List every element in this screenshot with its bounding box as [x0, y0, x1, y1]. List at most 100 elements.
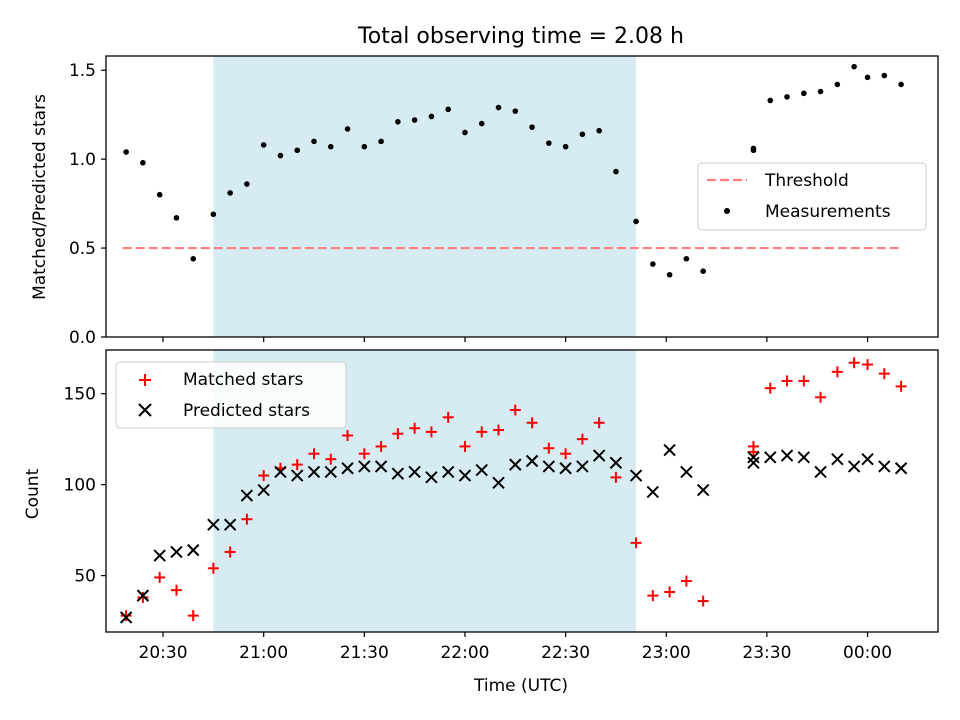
matched-star-point	[409, 422, 421, 434]
measurement-point	[881, 72, 888, 79]
measurement-point	[260, 142, 267, 148]
x-axis-label: Time (UTC)	[473, 676, 568, 696]
top-shaded-region	[213, 56, 637, 337]
predicted-star-point	[509, 458, 522, 471]
matched-star-point	[576, 433, 588, 445]
x-tick-label: 00:00	[843, 643, 892, 663]
matched-star-point	[630, 537, 642, 549]
matched-star-point	[610, 471, 622, 483]
measurement-point	[428, 113, 435, 120]
top-legend-box	[697, 162, 927, 231]
y-tick-label: 1.5	[69, 61, 96, 81]
measurement-point	[864, 74, 871, 81]
predicted-star-point	[170, 545, 183, 559]
predicted-star-point	[408, 465, 421, 479]
top-panel: 0.0 0.5 1.0 1.5 Matched/Predicted stars Thr…	[30, 55, 939, 348]
predicted-star-point	[257, 483, 270, 497]
matched-star-point	[697, 595, 709, 607]
matched-star-point	[493, 424, 505, 436]
top-legend: Threshold Measurements	[697, 162, 927, 231]
measurement-point	[784, 94, 790, 100]
y-tick-label: 1.0	[69, 150, 96, 170]
x-tick-label: 23:30	[742, 643, 791, 663]
predicted-star-point	[525, 454, 539, 468]
top-plot-frame	[105, 55, 939, 338]
predicted-star-point	[207, 518, 220, 531]
matched-star-point	[560, 448, 572, 460]
measurement-point	[613, 168, 619, 175]
measurement-point	[633, 218, 639, 225]
predicted-star-point	[441, 465, 455, 479]
matched-star-point	[224, 546, 236, 558]
measurement-point	[411, 117, 418, 123]
measurement-point	[579, 131, 586, 138]
matched-star-point	[878, 368, 890, 380]
measurement-point	[190, 255, 197, 262]
predicted-star-point	[559, 462, 572, 475]
measurement-point	[361, 143, 368, 150]
chart-title: Total observing time = 2.08 h	[357, 24, 684, 49]
matched-star-point	[798, 375, 810, 387]
predicted-star-point	[831, 452, 844, 466]
matched-star-point	[308, 448, 320, 460]
matched-star-point	[291, 459, 303, 471]
predicted-star-point	[307, 465, 321, 479]
measurement-point	[834, 81, 841, 88]
predicted-star-point	[425, 471, 438, 484]
measurement-point	[156, 191, 163, 198]
matched-star-point	[831, 366, 843, 378]
matched-star-point	[258, 470, 270, 482]
predicted-star-point	[629, 469, 643, 482]
matched-star-point	[680, 575, 692, 587]
matched-star-point	[325, 453, 337, 465]
predicted-star-point	[847, 460, 861, 473]
measurement-point	[277, 152, 284, 159]
predicted-star-point	[780, 449, 794, 462]
top-y-axis-label: Matched/Predicted stars	[30, 94, 50, 300]
matched-stars-points	[120, 357, 907, 622]
top-x-axis-ticks	[162, 337, 869, 342]
matched-star-point	[425, 426, 437, 438]
measurement-point	[395, 119, 401, 125]
predicted-star-point	[324, 465, 337, 479]
measurement-point	[173, 215, 180, 221]
legend-matched-swatch	[139, 374, 151, 386]
measurement-point	[495, 104, 502, 111]
legend-measurements-label: Measurements	[765, 202, 891, 222]
matched-star-point	[358, 448, 370, 460]
measurement-point	[666, 271, 673, 278]
predicted-star-point	[136, 589, 150, 602]
predicted-star-point	[187, 543, 200, 557]
x-tick-label: 21:00	[239, 643, 288, 663]
matched-star-point	[187, 610, 199, 622]
y-tick-label: 100	[64, 476, 96, 496]
top-y-axis-ticks: 0.0 0.5 1.0 1.5	[69, 61, 106, 348]
matched-star-point	[137, 591, 149, 603]
predicted-star-point	[814, 465, 827, 479]
matched-star-point	[241, 513, 253, 525]
matched-star-point	[120, 610, 132, 622]
x-tick-label: 20:30	[139, 643, 188, 663]
predicted-star-point	[576, 460, 589, 473]
x-tick-label: 21:30	[340, 643, 389, 663]
bottom-y-axis-label: Count	[23, 468, 43, 519]
predicted-star-point	[663, 443, 676, 457]
predicted-star-point	[878, 460, 891, 473]
legend-threshold-label: Threshold	[764, 171, 849, 191]
predicted-star-point	[240, 489, 254, 502]
measurement-point	[898, 81, 904, 88]
predicted-star-point	[542, 460, 556, 473]
matched-star-point	[375, 440, 387, 452]
legend-measurements-swatch	[724, 208, 730, 214]
predicted-star-point	[646, 485, 660, 499]
matched-star-point	[342, 430, 354, 442]
y-tick-label: 0.0	[69, 328, 96, 348]
matched-star-point	[781, 375, 793, 387]
matched-star-point	[442, 411, 454, 423]
matched-star-point	[154, 571, 166, 583]
predicted-star-point	[341, 462, 354, 475]
measurement-point	[750, 145, 757, 152]
predicted-star-point	[747, 451, 760, 464]
measurement-point	[123, 149, 129, 155]
measurement-point	[817, 88, 824, 95]
